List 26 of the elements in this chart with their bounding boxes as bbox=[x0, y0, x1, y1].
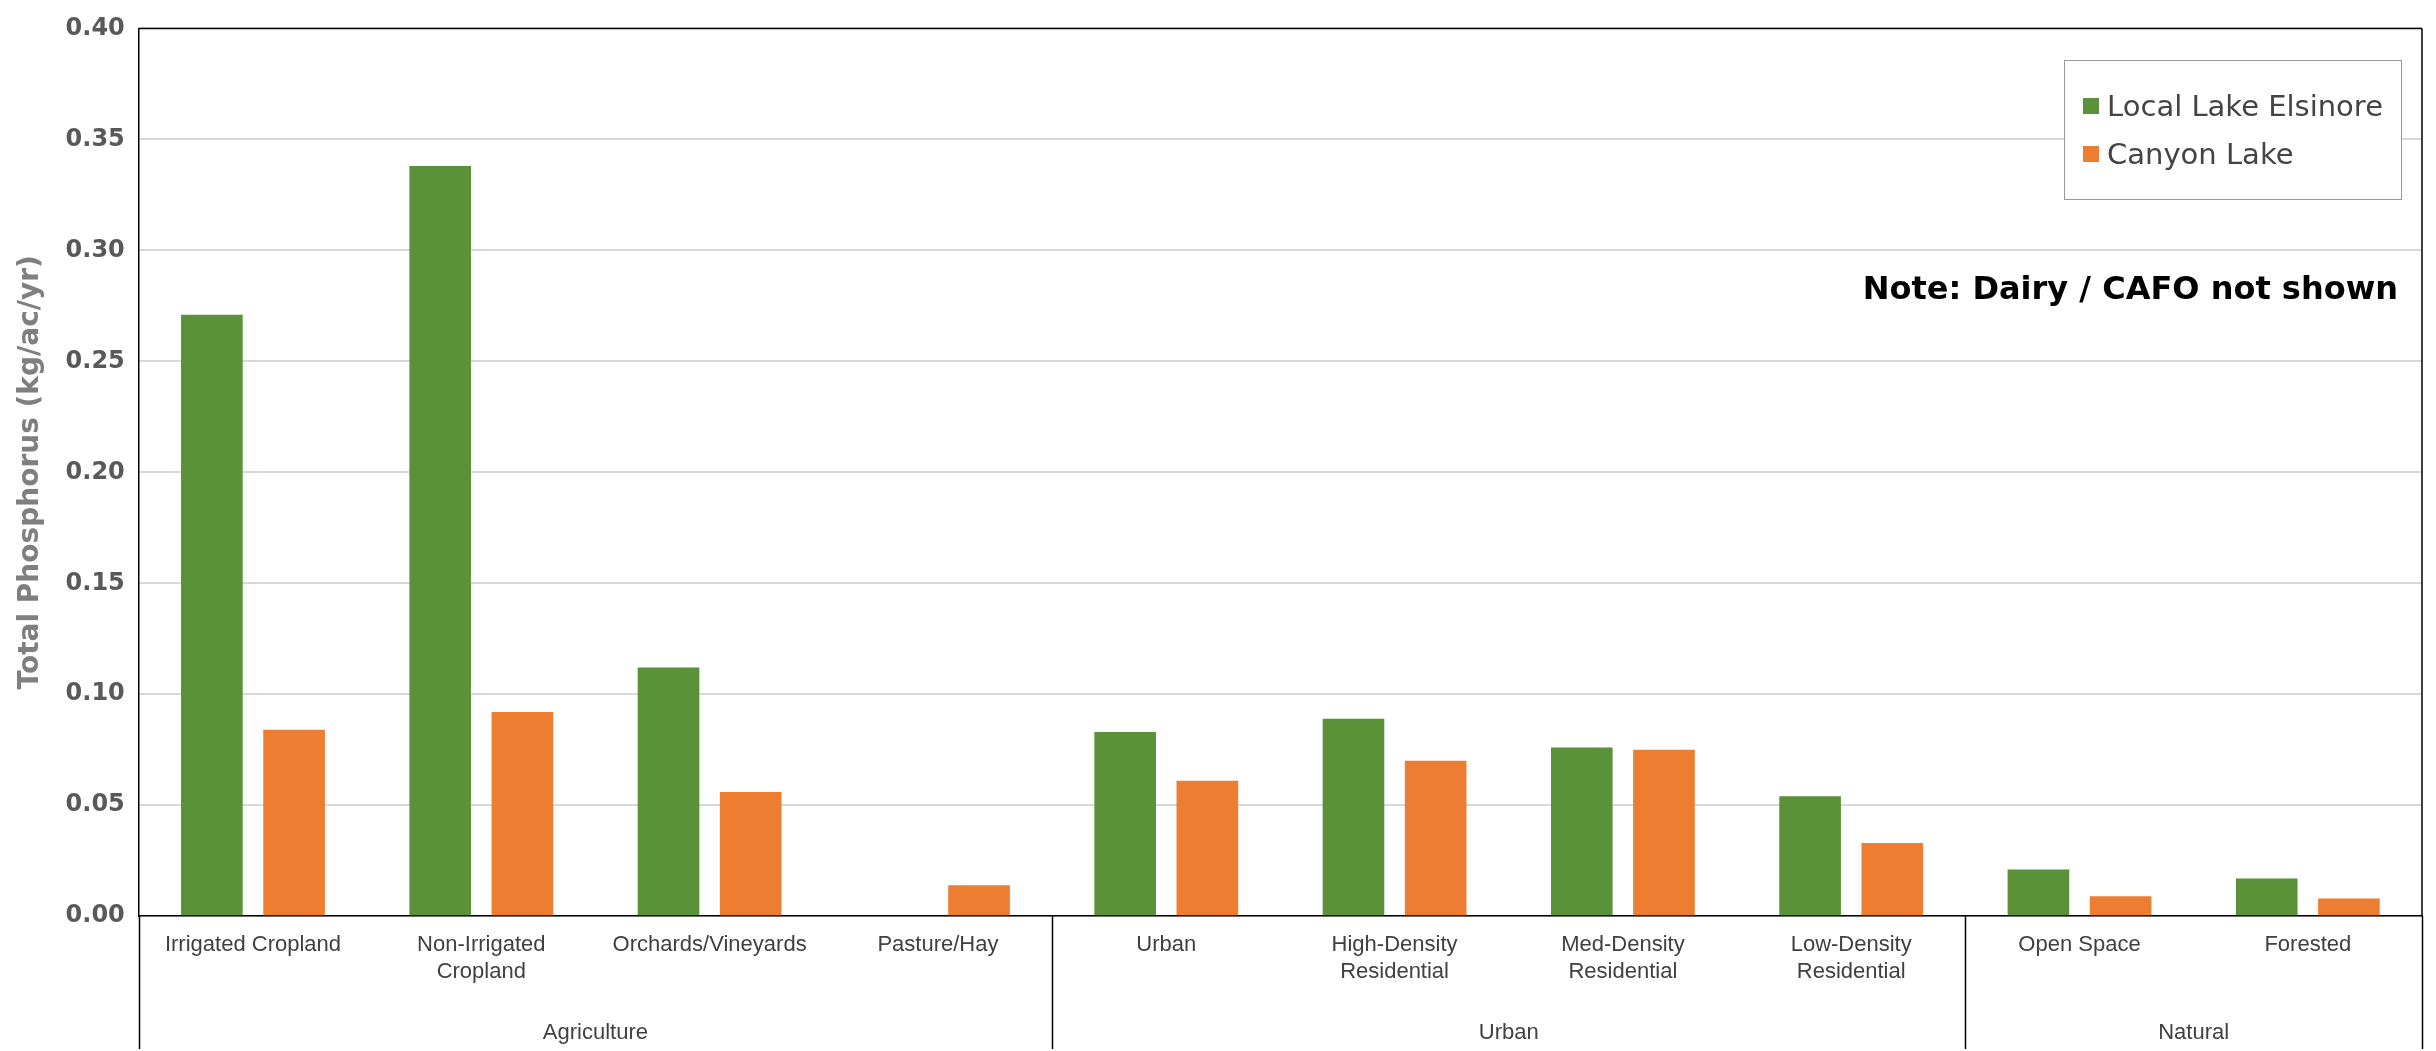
text: Agriculture bbox=[542, 1019, 649, 1045]
text: Natural bbox=[2158, 1019, 2230, 1045]
y-tick-label: 0.40 bbox=[65, 12, 125, 41]
y-tick-label: 0.10 bbox=[65, 678, 125, 707]
x-tick-label: Pasture/Hay bbox=[877, 931, 999, 957]
text: Urban bbox=[1478, 1019, 1539, 1045]
x-tick-label: Urban bbox=[1136, 931, 1197, 957]
y-tick-label: 0.00 bbox=[65, 900, 125, 929]
x-tick-label: Irrigated Cropland bbox=[164, 931, 342, 957]
x-tick-label: Orchards/Vineyards bbox=[612, 931, 807, 957]
x-tick-label: Non-Irrigated Cropland bbox=[417, 931, 546, 983]
y-axis-title: Total Phosphorus (kg/ac/yr) bbox=[12, 255, 46, 690]
legend-label: Local Lake Elsinore bbox=[2107, 89, 2383, 124]
y-tick-label: 0.05 bbox=[65, 789, 125, 818]
y-tick-label: 0.25 bbox=[65, 345, 125, 374]
y-tick-label: 0.15 bbox=[65, 567, 125, 596]
y-tick-label: 0.30 bbox=[65, 234, 125, 263]
x-tick-label: Open Space bbox=[2018, 931, 2141, 957]
x-tick-label: Low-Density Residential bbox=[1790, 931, 1912, 983]
y-tick-label: 0.20 bbox=[65, 456, 125, 485]
legend-label: Canyon Lake bbox=[2107, 137, 2294, 172]
x-tick-label: Med-Density Residential bbox=[1561, 931, 1685, 983]
y-tick-label: 0.35 bbox=[65, 123, 125, 152]
x-tick-label: Forested bbox=[2264, 931, 2352, 957]
annotation: Note: Dairy / CAFO not shown bbox=[1862, 268, 2398, 307]
x-tick-label: High-Density Residential bbox=[1331, 931, 1458, 983]
